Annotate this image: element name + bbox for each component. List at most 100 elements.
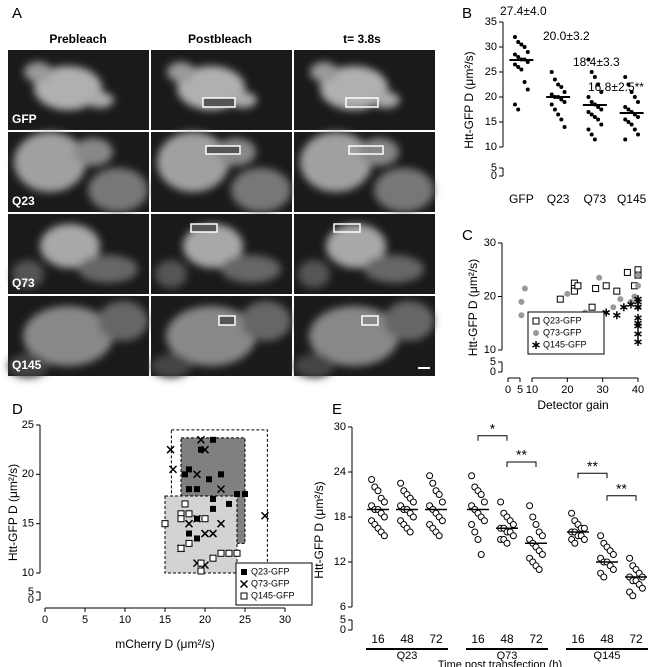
point [629,90,634,94]
point [623,268,631,276]
point [549,102,554,107]
micrograph [294,214,435,294]
point [518,312,525,319]
cell-body [359,138,399,166]
point [636,132,641,137]
point [634,319,642,328]
point [516,55,521,59]
point [512,62,517,67]
y-tick-label: 18 [334,511,346,523]
point [192,514,202,523]
x-axis-label: Time post transfection (h) [438,659,562,667]
bleach-roi [202,97,236,108]
cell-shape [294,301,434,378]
mean-label: 27.4±4.0 [500,4,547,18]
point [552,77,557,82]
point [216,519,226,528]
point [619,303,628,312]
cell-body [86,92,114,108]
point [586,127,591,132]
x-tick-label: GFP [509,192,534,206]
point [600,573,608,581]
point [623,105,628,109]
significance-bracket [577,472,608,479]
y-axis-label: Htt-GFP D (μm²/s) [466,259,480,356]
bleach-roi [190,223,218,233]
bleach-roi [348,145,384,155]
point [635,282,641,289]
point [638,584,646,592]
point [522,45,527,49]
y-tick-label: 0 [491,170,497,182]
point [409,498,417,506]
bleach-roi [345,97,379,108]
cell-body [78,255,138,283]
point [636,115,641,119]
point [592,137,597,142]
x-tick-label: 16 [571,632,585,646]
point [632,127,637,132]
point [592,75,597,79]
point [592,115,597,119]
significance-label: ** [516,447,527,463]
point [535,566,543,573]
point [599,122,604,127]
column-title: Prebleach [49,32,106,46]
point [586,95,591,99]
point [509,532,517,540]
point [516,65,521,69]
point [210,505,216,512]
point [168,465,178,474]
legend-label: Q23-GFP [251,566,290,576]
legend-label: Q73-GFP [543,327,582,337]
x-tick-label: 20 [561,384,573,396]
point [623,137,628,142]
significance-label: * [490,420,496,436]
point [161,520,169,528]
y-tick-label: 15 [22,518,34,530]
cell-shape [310,62,400,110]
cell-body [320,66,388,110]
cell-body [309,306,399,366]
point [196,435,206,444]
x-tick-label: 72 [629,632,643,646]
point [522,80,527,84]
mean-label: 16.8±2.5** [588,80,644,94]
point [497,498,505,506]
cell-body [40,224,100,268]
point [574,282,582,290]
point [580,524,588,532]
point [586,110,591,114]
point [634,295,642,304]
cell-body [73,138,113,166]
point [634,303,642,312]
cell-shape [8,301,148,378]
point [626,107,631,112]
significance-label: ** [587,458,598,474]
group-label: Q73 [497,650,518,662]
cell-body [384,301,434,341]
point [596,82,601,87]
y-tick-label: 25 [22,419,34,431]
y-tick-label: 30 [334,421,346,433]
cell-shape [14,132,148,212]
group-label: Q23 [397,650,418,662]
cell-body [294,354,334,378]
x-tick-label: 20 [199,614,211,626]
point [570,287,578,295]
panel-label: C [462,227,473,244]
micrograph: Q23 [8,132,149,212]
micrograph [151,132,292,212]
bleach-roi [205,145,241,155]
point [186,466,192,473]
point [216,485,226,494]
point [602,282,610,290]
point [471,528,479,536]
point [192,470,202,479]
x-tick-label: 72 [429,632,443,646]
point [166,445,175,454]
x-tick-label: 5 [517,384,523,396]
point [477,491,485,498]
y-tick-label: 5 [491,162,497,174]
